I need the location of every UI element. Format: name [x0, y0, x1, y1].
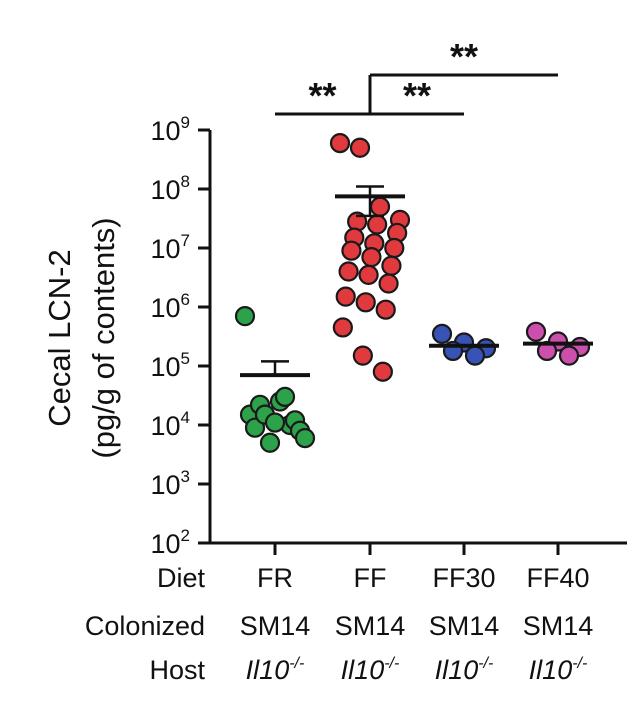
diet-label-FF30: FF30	[432, 563, 495, 593]
data-point-FF-22	[372, 361, 393, 382]
data-point-FF-1	[329, 132, 351, 154]
data-point-FF30-5	[464, 345, 486, 366]
host-label-FF30: Il10-/-	[435, 655, 494, 685]
data-point-FF-3	[369, 196, 391, 217]
data-point-FF-15	[358, 264, 379, 285]
data-point-FF-17	[335, 286, 356, 307]
data-point-FF30-1	[431, 323, 453, 344]
host-label-FF40: Il10-/-	[529, 655, 588, 685]
host-label-FF: Il10-/-	[341, 655, 400, 685]
y-tick-label-1e9: 109	[150, 113, 190, 146]
diet-label-FR: FR	[257, 563, 293, 593]
significance-label-2: **	[403, 75, 431, 116]
diet-label-FF40: FF40	[526, 563, 589, 593]
row-label-colonized: Colonized	[85, 611, 205, 641]
y-axis-title-line-1: Cecal LCN-2	[42, 249, 77, 426]
row-label-diet: Diet	[157, 563, 206, 593]
data-point-FF-19	[375, 299, 396, 320]
data-point-FR-11	[259, 432, 281, 453]
y-tick-label-1e3: 103	[150, 467, 190, 500]
data-point-FR-5	[244, 417, 266, 438]
data-point-FF-12	[361, 247, 382, 268]
data-point-FF-18	[355, 292, 376, 313]
data-point-FR-4	[274, 386, 296, 407]
data-point-FF-2	[349, 137, 371, 158]
colonized-label-FR: SM14	[240, 611, 311, 641]
data-point-FF-6	[367, 214, 388, 235]
colonized-label-FF40: SM14	[523, 611, 594, 641]
host-label-FR: Il10-/-	[246, 655, 305, 685]
y-tick-label-1e6: 106	[150, 290, 190, 323]
data-point-FF-16	[378, 273, 399, 294]
data-point-FF-11	[341, 240, 362, 261]
y-tick-label-1e4: 104	[150, 408, 190, 441]
row-label-host: Host	[149, 655, 205, 685]
data-point-FR-12	[294, 427, 316, 449]
data-point-FF-20	[332, 317, 353, 338]
y-tick-label-1e5: 105	[150, 349, 190, 382]
data-point-FF-13	[381, 255, 402, 276]
significance-label-1: **	[308, 75, 336, 116]
data-point-FF-10	[384, 237, 405, 259]
y-tick-label-1e7: 107	[150, 231, 190, 264]
diet-label-FF: FF	[354, 563, 387, 593]
data-point-FR-1	[234, 306, 256, 327]
colonized-label-FF30: SM14	[429, 611, 500, 641]
data-point-FF-14	[338, 261, 359, 282]
y-tick-label-1e2: 102	[150, 526, 190, 559]
data-point-FF-21	[352, 345, 373, 366]
colonized-label-FF: SM14	[335, 611, 406, 641]
y-tick-label-1e8: 108	[150, 172, 190, 205]
data-point-FR-13	[264, 412, 286, 433]
y-axis-title-line-2: (pg/g of contents)	[86, 217, 121, 458]
significance-label-3: **	[450, 36, 478, 77]
data-point-FF40-5	[558, 345, 580, 366]
data-point-FF40-1	[525, 321, 547, 342]
